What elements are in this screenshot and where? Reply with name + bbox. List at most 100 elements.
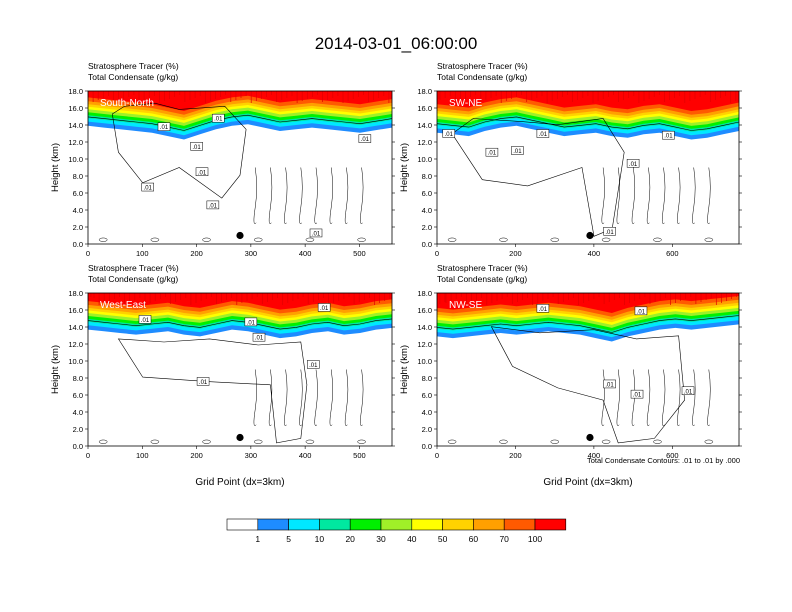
contour-label-text: .01 <box>539 307 548 313</box>
contour-label-text: .01 <box>320 306 329 312</box>
contour-label: .01 <box>244 317 258 326</box>
colorbar-swatch <box>534 518 567 531</box>
y-tick-label: 4.0 <box>73 408 83 417</box>
condensate-contour-streak <box>616 369 620 426</box>
location-marker <box>586 231 594 240</box>
contour-label-text: .01 <box>247 320 256 326</box>
contour-label: .01 <box>626 159 640 168</box>
x-axis-label: Grid Point (dx=3km) <box>543 477 632 488</box>
contour-label-box <box>630 389 644 399</box>
contour-label: .01 <box>196 377 210 386</box>
contour-label-text: .01 <box>488 151 497 157</box>
y-tick-label: 14.0 <box>417 323 432 332</box>
y-tick-label: 12.0 <box>68 340 83 349</box>
x-tick-label: 0 <box>435 249 439 258</box>
condensate-contour-streak <box>360 369 364 426</box>
low-cloud-contour <box>447 237 457 242</box>
contour-label: .01 <box>662 130 675 140</box>
panel-label: NW-SE <box>449 300 482 311</box>
y-tick-label: 6.0 <box>422 391 432 400</box>
y-tick-label: 8.0 <box>422 172 432 181</box>
x-tick-label: 0 <box>86 451 90 460</box>
plot-frame <box>87 292 393 447</box>
y-tick-label: 12.0 <box>417 340 432 349</box>
colorbar: 1 5 10 20 30 40 50 60 70 100 <box>226 518 567 544</box>
contour-label: .01 <box>442 129 456 138</box>
contour-label-text: .01 <box>141 318 150 324</box>
low-cloud-contour <box>305 439 315 444</box>
y-tick-label: 0.0 <box>73 442 83 451</box>
contour-label-text: .01 <box>637 309 646 315</box>
condensate-contour-streak <box>692 167 696 224</box>
colorbar-label: 5 <box>286 534 291 544</box>
condensate-contour-streak <box>601 167 605 224</box>
condensate-contour-streak <box>646 369 651 426</box>
band-100 <box>88 293 392 310</box>
condensate-contour-streak <box>707 167 711 224</box>
y-tick-label: 18.0 <box>68 289 83 298</box>
tracer-field <box>437 293 739 444</box>
y-tick-label: 4.0 <box>422 206 432 215</box>
panel-south-north: .01 .01 .01 .01 .01 .01 .01 .01 South-North Strat… <box>50 61 395 258</box>
panel-sw-ne: .01 .01 .01 .01 .01 .01 .01 SW-NE Stratosphere T… <box>399 61 742 258</box>
contour-label-text: .01 <box>361 137 370 143</box>
contour-label: .01 <box>681 386 695 395</box>
contour-label-box <box>138 315 152 324</box>
subtitle-condensate: Total Condensate (g/kg) <box>88 274 178 284</box>
low-cloud-contour <box>357 439 366 444</box>
contour-label: .01 <box>603 379 616 389</box>
condensate-contour-streak <box>344 167 349 224</box>
y-tick-label: 0.0 <box>422 240 432 249</box>
low-cloud-contour <box>499 237 508 242</box>
condensate-contour-streak <box>661 369 666 426</box>
low-cloud-contour <box>601 439 611 444</box>
y-axis-label: Height (km) <box>399 143 410 192</box>
contour-label-text: .01 <box>199 380 208 386</box>
x-tick-label: 200 <box>190 249 203 258</box>
x-axis-label: Grid Point (dx=3km) <box>195 477 284 488</box>
condensate-contour-streak <box>616 167 620 224</box>
contour-label-text: .01 <box>605 230 614 236</box>
contour-label-text: .01 <box>629 162 638 168</box>
colorbar-label: 20 <box>345 534 355 544</box>
colorbar-swatch <box>411 518 443 531</box>
contour-label-box <box>536 304 550 313</box>
band-100 <box>88 91 392 111</box>
contour-label-text: .01 <box>312 231 321 237</box>
contour-label-box <box>358 134 372 143</box>
y-tick-label: 2.0 <box>73 425 83 434</box>
contour-label-text: .01 <box>664 134 673 140</box>
contour-label-text: .01 <box>633 393 642 399</box>
plot-frame <box>436 90 740 245</box>
condensate-contour-streak <box>344 369 349 426</box>
x-tick-label: 400 <box>588 249 601 258</box>
contour-label: .01 <box>485 147 499 157</box>
y-tick-label: 0.0 <box>73 240 83 249</box>
y-tick-label: 16.0 <box>68 104 83 113</box>
x-tick-label: 300 <box>245 451 258 460</box>
y-tick-label: 12.0 <box>68 138 83 147</box>
plot-frame <box>87 90 393 245</box>
x-tick-label: 100 <box>136 451 149 460</box>
contour-label-box <box>190 142 203 151</box>
subtitle-tracer: Stratosphere Tracer (%) <box>88 263 179 273</box>
y-tick-label: 4.0 <box>422 408 432 417</box>
condensate-contour-streak <box>314 167 318 224</box>
low-cloud-contour <box>253 439 263 444</box>
y-tick-label: 14.0 <box>68 121 83 130</box>
condensate-contour-streak <box>284 369 288 426</box>
contour-label-box <box>603 379 616 389</box>
y-tick-label: 8.0 <box>73 374 83 383</box>
contour-label-text: .01 <box>198 170 207 176</box>
low-cloud-contour <box>253 237 263 242</box>
condensate-contour-streak <box>707 369 711 426</box>
y-tick-label: 16.0 <box>68 306 83 315</box>
contour-label-box <box>141 182 154 192</box>
low-cloud-contour <box>550 439 560 444</box>
y-tick-label: 16.0 <box>417 306 432 315</box>
contour-label: .01 <box>358 134 372 143</box>
contour-label-text: .01 <box>513 149 522 155</box>
condensate-contour-streak <box>631 369 636 426</box>
contour-label-box <box>309 228 323 238</box>
condensate-contour-streak <box>360 167 364 224</box>
